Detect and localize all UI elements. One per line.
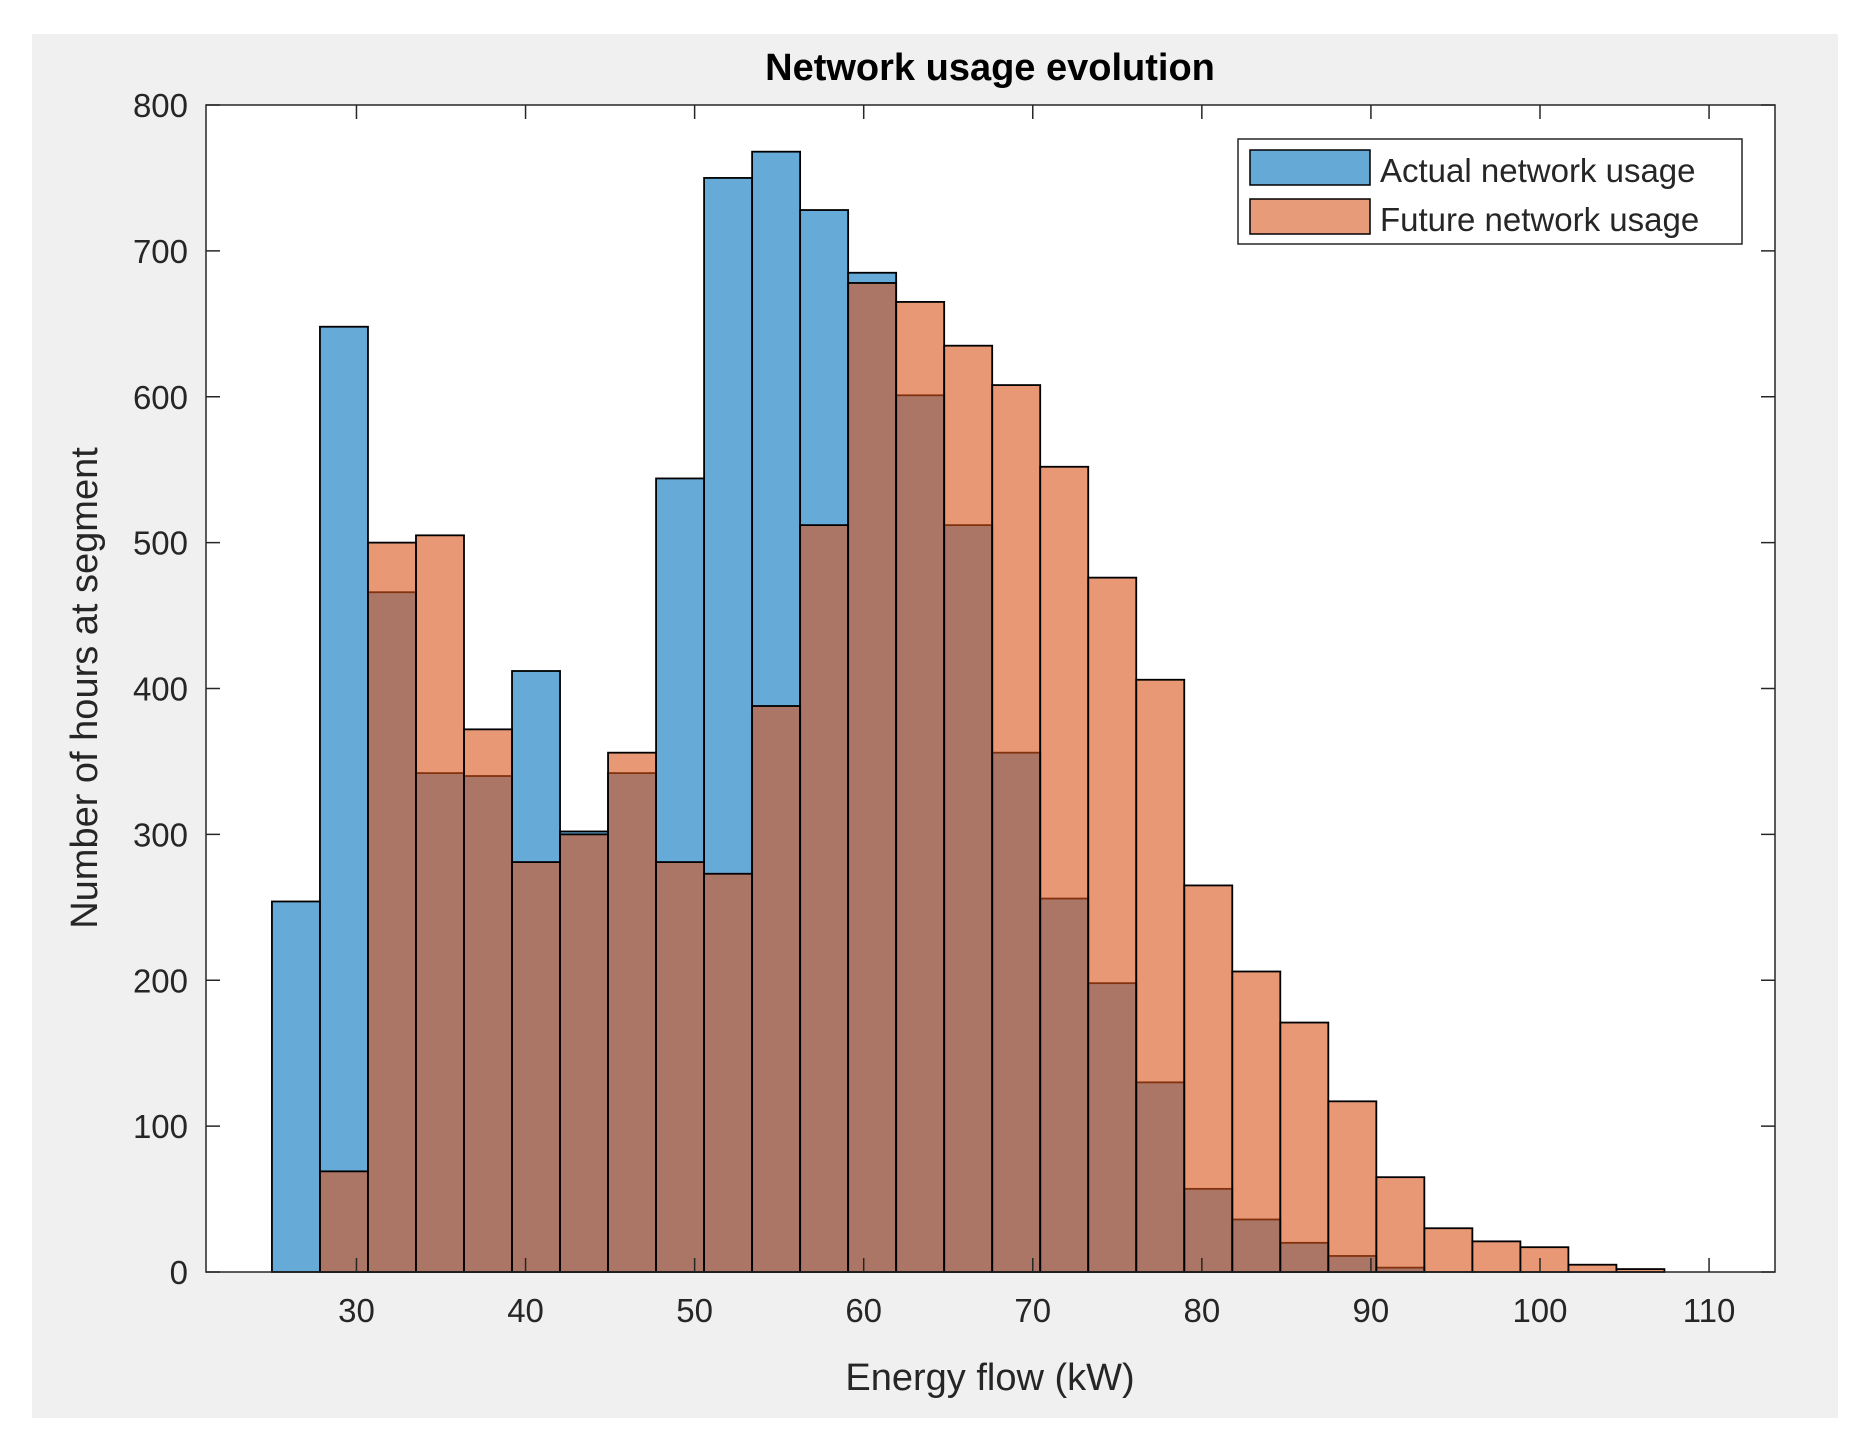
future-usage-bars xyxy=(319,282,1666,1273)
legend-label-actual: Actual network usage xyxy=(1380,152,1696,189)
legend-swatch-future xyxy=(1249,198,1371,235)
legend-label-future: Future network usage xyxy=(1380,201,1699,238)
x-tick-label: 90 xyxy=(1353,1292,1390,1329)
bar-future xyxy=(1183,884,1234,1273)
bar-future xyxy=(1375,1176,1426,1273)
bar-future xyxy=(415,534,465,1273)
bar-future xyxy=(1279,1021,1330,1273)
y-tick-label: 700 xyxy=(133,233,188,270)
bar-future xyxy=(943,344,994,1273)
bar-future xyxy=(367,541,417,1273)
x-tick-label: 60 xyxy=(845,1292,882,1329)
bar-future xyxy=(1231,970,1282,1273)
bar-future xyxy=(847,282,898,1273)
bar-future xyxy=(1519,1246,1570,1273)
legend: Actual network usage Future network usag… xyxy=(1237,138,1743,245)
bar-future xyxy=(319,1170,369,1273)
x-tick-label: 50 xyxy=(676,1292,713,1329)
bar-future xyxy=(895,301,946,1273)
bar-future xyxy=(511,861,561,1273)
y-tick-label: 300 xyxy=(133,816,188,853)
x-tick-label: 40 xyxy=(507,1292,544,1329)
bar-future xyxy=(607,751,657,1273)
y-tick-label: 800 xyxy=(133,87,188,124)
x-tick-label: 80 xyxy=(1183,1292,1220,1329)
bar-future xyxy=(1471,1240,1522,1273)
bar-future xyxy=(559,833,609,1273)
legend-swatch-actual xyxy=(1249,149,1371,186)
x-tick-label: 30 xyxy=(338,1292,375,1329)
x-tick-label: 110 xyxy=(1683,1292,1736,1329)
bar-future xyxy=(1567,1263,1618,1273)
bar-future xyxy=(655,861,705,1273)
y-tick-label: 200 xyxy=(133,962,188,999)
bar-future xyxy=(1423,1227,1474,1273)
x-tick-label: 70 xyxy=(1014,1292,1051,1329)
bar-future xyxy=(1039,465,1090,1273)
y-tick-label: 400 xyxy=(133,671,188,708)
bar-future xyxy=(1087,576,1138,1273)
bar-actual xyxy=(319,325,369,1273)
y-axis-label: Number of hours at segment xyxy=(64,447,106,929)
x-axis-label: Energy flow (kW) xyxy=(845,1357,1134,1399)
y-axis: 0 100 200 300 400 500 600 700 800 xyxy=(133,87,1775,1291)
bar-actual xyxy=(271,900,321,1273)
y-tick-label: 100 xyxy=(133,1108,188,1145)
y-tick-label: 600 xyxy=(133,379,188,416)
bar-future xyxy=(703,872,754,1273)
chart-title: Network usage evolution xyxy=(765,47,1215,89)
x-tick-label: 100 xyxy=(1512,1292,1567,1329)
bar-future xyxy=(463,728,513,1273)
bar-future xyxy=(1327,1100,1378,1273)
x-axis: 30 40 50 60 70 80 90 100 110 xyxy=(338,105,1735,1329)
bar-future xyxy=(1135,678,1186,1273)
bar-future xyxy=(799,524,850,1273)
bar-future xyxy=(751,705,802,1273)
bar-future xyxy=(991,384,1042,1273)
y-tick-label: 500 xyxy=(133,525,188,562)
y-tick-label: 0 xyxy=(170,1254,188,1291)
